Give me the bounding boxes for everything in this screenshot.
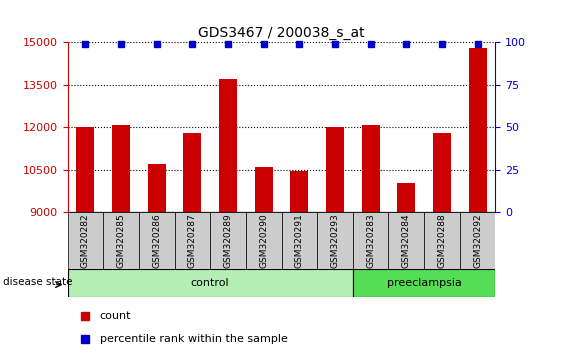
- FancyBboxPatch shape: [353, 269, 495, 297]
- Text: preeclampsia: preeclampsia: [387, 278, 462, 288]
- FancyBboxPatch shape: [317, 212, 353, 269]
- FancyBboxPatch shape: [103, 212, 139, 269]
- Bar: [254, 167, 272, 212]
- Bar: [219, 79, 237, 212]
- FancyBboxPatch shape: [424, 212, 460, 269]
- FancyBboxPatch shape: [210, 212, 246, 269]
- Text: percentile rank within the sample: percentile rank within the sample: [100, 334, 288, 344]
- Text: GSM320292: GSM320292: [473, 213, 482, 268]
- FancyBboxPatch shape: [282, 212, 317, 269]
- Text: GSM320285: GSM320285: [117, 213, 126, 268]
- Text: GSM320284: GSM320284: [402, 213, 411, 268]
- Text: GSM320293: GSM320293: [330, 213, 339, 268]
- Text: GSM320283: GSM320283: [366, 213, 375, 268]
- Bar: [397, 183, 415, 212]
- FancyBboxPatch shape: [175, 212, 210, 269]
- Text: GSM320288: GSM320288: [437, 213, 446, 268]
- FancyBboxPatch shape: [388, 212, 424, 269]
- Text: GSM320289: GSM320289: [224, 213, 233, 268]
- Text: GSM320291: GSM320291: [295, 213, 304, 268]
- Title: GDS3467 / 200038_s_at: GDS3467 / 200038_s_at: [198, 26, 365, 40]
- Bar: [326, 127, 344, 212]
- Bar: [77, 127, 95, 212]
- Text: disease state: disease state: [3, 277, 73, 287]
- FancyBboxPatch shape: [68, 212, 103, 269]
- Text: GSM320282: GSM320282: [81, 213, 90, 268]
- FancyBboxPatch shape: [353, 212, 388, 269]
- Text: GSM320290: GSM320290: [259, 213, 268, 268]
- Text: count: count: [100, 311, 131, 321]
- Text: control: control: [191, 278, 230, 288]
- Bar: [433, 133, 451, 212]
- Text: GSM320287: GSM320287: [188, 213, 197, 268]
- Bar: [468, 48, 486, 212]
- FancyBboxPatch shape: [460, 212, 495, 269]
- FancyBboxPatch shape: [139, 212, 175, 269]
- Text: GSM320286: GSM320286: [152, 213, 161, 268]
- FancyBboxPatch shape: [246, 212, 282, 269]
- Bar: [291, 171, 309, 212]
- Bar: [112, 125, 130, 212]
- Bar: [361, 125, 379, 212]
- Bar: [184, 133, 202, 212]
- Bar: [148, 164, 166, 212]
- FancyBboxPatch shape: [68, 269, 353, 297]
